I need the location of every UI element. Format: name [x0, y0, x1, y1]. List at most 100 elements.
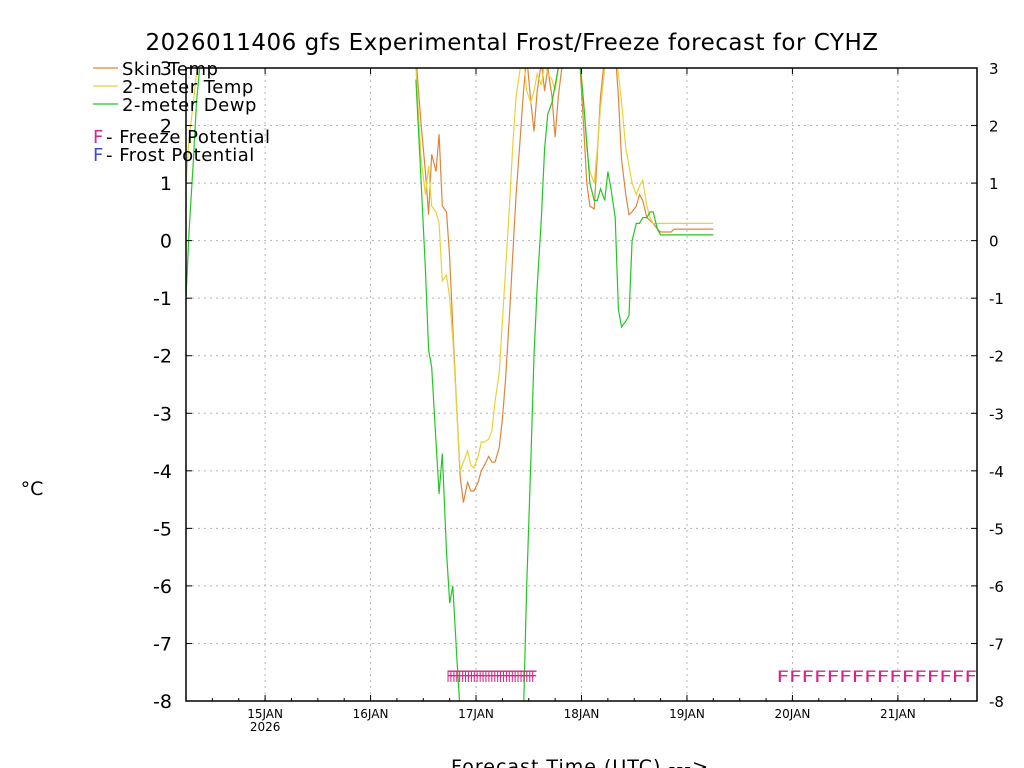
- y-tick-label-right: -5: [989, 520, 1004, 538]
- y-tick-label-left: -2: [153, 346, 172, 368]
- potential-mark-freeze: F: [464, 667, 470, 686]
- potential-mark-freeze: F: [479, 667, 485, 686]
- potential-mark-freeze: F: [802, 667, 815, 686]
- potential-mark-freeze: F: [852, 667, 865, 686]
- y-tick-label-right: 0: [989, 233, 999, 251]
- y-tick-label-left: 2: [160, 116, 172, 138]
- y-tick-label-left: 0: [160, 231, 172, 253]
- potential-mark-freeze: F: [914, 667, 927, 686]
- potential-mark-freeze: F: [511, 667, 517, 686]
- y-tick-label-left: -3: [153, 403, 172, 425]
- chart-title: 2026011406 gfs Experimental Frost/Freeze…: [145, 30, 879, 56]
- potential-mark-freeze: F: [902, 667, 915, 686]
- y-tick-label-right: -3: [989, 405, 1004, 423]
- x-tick-label: 21JAN: [880, 707, 916, 721]
- potential-mark-freeze: F: [499, 667, 505, 686]
- potential-mark-freeze: F: [877, 667, 890, 686]
- potential-mark-freeze: F: [461, 667, 467, 686]
- plot-frame: [185, 67, 978, 702]
- potential-legend-letter: F: [93, 127, 103, 148]
- potential-mark-freeze: F: [447, 667, 453, 686]
- series-line-2-meter-dewp: [186, 68, 201, 299]
- potential-mark-freeze: F: [482, 667, 488, 686]
- potential-mark-freeze: F: [814, 667, 827, 686]
- series-line-2-meter-dewp: [415, 79, 461, 701]
- potential-mark-freeze: F: [502, 667, 508, 686]
- y-tick-label-right: 1: [989, 175, 999, 193]
- potential-mark-freeze: F: [525, 667, 531, 686]
- potential-mark-freeze: F: [939, 667, 952, 686]
- potential-mark-freeze: F: [484, 667, 490, 686]
- potential-legend-label: - Frost Potential: [106, 145, 255, 166]
- x-tick-label: 18JAN: [564, 707, 600, 721]
- potential-mark-freeze: F: [517, 667, 523, 686]
- potential-mark-freeze: F: [496, 667, 502, 686]
- legend-label: Skin Temp: [122, 59, 218, 80]
- potential-mark-freeze: F: [490, 667, 496, 686]
- potential-mark-freeze: F: [531, 667, 537, 686]
- potential-mark-freeze: F: [470, 667, 476, 686]
- series-line-2-meter-temp: [186, 68, 199, 184]
- potential-mark-freeze: F: [514, 667, 520, 686]
- potential-mark-freeze: F: [889, 667, 902, 686]
- y-axis-label: °C: [21, 478, 44, 500]
- potential-mark-freeze: F: [789, 667, 802, 686]
- potential-mark-freeze: F: [522, 667, 528, 686]
- y-tick-label-right: -4: [989, 463, 1004, 481]
- potential-mark-freeze: F: [952, 667, 965, 686]
- potential-mark-freeze: F: [455, 667, 461, 686]
- x-tick-label: 15JAN: [247, 707, 283, 721]
- legend-label: 2-meter Temp: [122, 77, 254, 98]
- y-tick-label-left: -4: [153, 461, 172, 483]
- potential-mark-freeze: F: [473, 667, 479, 686]
- y-tick-label-right: 3: [989, 60, 999, 78]
- potential-mark-freeze: F: [487, 667, 493, 686]
- y-tick-label-right: 2: [989, 118, 999, 136]
- potential-mark-freeze: F: [476, 667, 482, 686]
- y-tick-label-left: -1: [153, 288, 172, 310]
- y-tick-label-right: -8: [989, 693, 1004, 711]
- potential-mark-freeze: F: [519, 667, 525, 686]
- potential-mark-freeze: F: [964, 667, 977, 686]
- potential-mark-freeze: F: [452, 667, 458, 686]
- potential-legend-label: - Freeze Potential: [106, 127, 271, 148]
- potential-mark-freeze: F: [458, 667, 464, 686]
- series-line-skin-temp: [416, 68, 714, 503]
- potential-legend-letter: F: [93, 145, 103, 166]
- series-line-2-meter-dewp: [523, 68, 714, 701]
- potential-mark-freeze: F: [927, 667, 940, 686]
- y-tick-label-left: 3: [160, 58, 172, 80]
- x-tick-sublabel: 2026: [250, 720, 281, 734]
- x-axis-label: Forecast Time (UTC) --->: [451, 756, 709, 768]
- series-line-2-meter-temp: [415, 68, 714, 472]
- potential-mark-freeze: F: [467, 667, 473, 686]
- y-tick-label-right: -6: [989, 578, 1004, 596]
- y-tick-label-right: -1: [989, 290, 1004, 308]
- y-tick-label-right: -7: [989, 635, 1004, 653]
- y-tick-label-left: 1: [160, 173, 172, 195]
- x-tick-label: 20JAN: [775, 707, 811, 721]
- potential-mark-freeze: F: [777, 667, 790, 686]
- grid-lines: [186, 68, 977, 701]
- potential-mark-freeze: F: [839, 667, 852, 686]
- potential-mark-freeze: F: [827, 667, 840, 686]
- x-tick-label: 19JAN: [669, 707, 705, 721]
- x-tick-label: 17JAN: [458, 707, 494, 721]
- y-tick-label-left: -5: [153, 518, 172, 540]
- potential-mark-freeze: F: [449, 667, 455, 686]
- potential-mark-freeze: F: [508, 667, 514, 686]
- y-tick-label-left: -7: [153, 633, 172, 655]
- y-tick-label-left: -6: [153, 576, 172, 598]
- axes: -8 -8 -7 -7 -6 -6 -5 -5 -4 -4 -3 -3 -2 -2 -1 -1 0 0 1 1 2 2 3 3…: [153, 58, 1004, 734]
- series-layer: [186, 68, 714, 701]
- x-tick-label: 16JAN: [353, 707, 389, 721]
- potential-mark-freeze: F: [505, 667, 511, 686]
- potential-mark-freeze: F: [493, 667, 499, 686]
- potential-mark-freeze: F: [528, 667, 534, 686]
- y-tick-label-right: -2: [989, 348, 1004, 366]
- potential-mark-freeze: F: [864, 667, 877, 686]
- legend-label: 2-meter Dewp: [122, 95, 257, 116]
